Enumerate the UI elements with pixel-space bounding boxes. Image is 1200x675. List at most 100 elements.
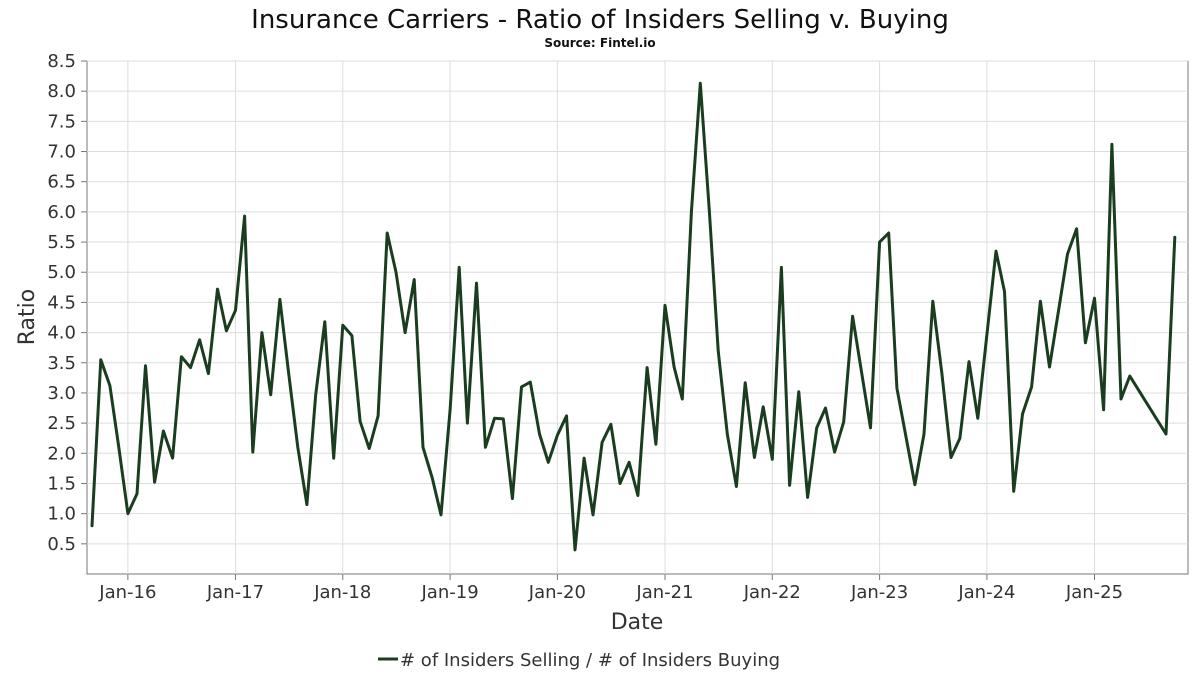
legend-label: # of Insiders Selling / # of Insiders Bu… <box>400 650 780 671</box>
y-axis-label: Ratio <box>15 289 40 345</box>
data-point <box>850 314 855 319</box>
data-point <box>465 421 470 426</box>
data-point <box>555 433 560 438</box>
data-point <box>313 392 318 397</box>
data-point <box>725 432 730 437</box>
y-tick-label: 8.5 <box>47 51 76 72</box>
y-tick-label: 1.5 <box>47 473 76 494</box>
y-tick-label: 6.5 <box>47 172 76 193</box>
data-point <box>242 214 247 219</box>
data-point <box>125 511 130 516</box>
data-point <box>1074 226 1079 231</box>
data-point <box>645 365 650 370</box>
y-axis: 0.5 1.0 1.5 2.0 2.5 3.0 3.5 4.0 4.5 5.0 5.5 6.0 6.5 7… <box>47 51 87 555</box>
data-point <box>635 493 640 498</box>
data-point <box>994 249 999 254</box>
data-point <box>707 209 712 214</box>
y-tick-label: 1.0 <box>47 504 76 525</box>
data-point <box>618 481 623 486</box>
data-point <box>206 371 211 376</box>
data-point <box>492 416 497 421</box>
y-tick-label: 5.5 <box>47 232 76 253</box>
data-point <box>608 422 613 427</box>
y-tick-label: 2.5 <box>47 413 76 434</box>
data-point <box>286 371 291 376</box>
data-point <box>367 446 372 451</box>
data-point <box>421 445 426 450</box>
data-point <box>385 231 390 236</box>
y-gridlines <box>87 60 1188 545</box>
data-point <box>1002 289 1007 294</box>
x-tick-label: Jan-21 <box>635 582 693 603</box>
data-point <box>975 416 980 421</box>
data-point <box>1011 489 1016 494</box>
x-tick-label: Jan-24 <box>957 582 1015 603</box>
data-point <box>259 330 264 335</box>
data-point <box>698 81 703 86</box>
data-point <box>161 429 166 434</box>
data-point <box>483 445 488 450</box>
y-tick-label: 3.0 <box>47 383 76 404</box>
data-point <box>949 455 954 460</box>
data-point <box>188 365 193 370</box>
data-point <box>501 416 506 421</box>
data-point <box>197 337 202 342</box>
x-tick-label: Jan-19 <box>421 582 479 603</box>
data-point <box>922 432 927 437</box>
data-point <box>349 333 354 338</box>
x-tick-label: Jan-18 <box>313 582 371 603</box>
data-point <box>135 491 140 496</box>
data-point <box>591 512 596 517</box>
x-axis: Jan-16 Jan-17 Jan-18 Jan-19 Jan-20 Jan-21 Jan-… <box>98 574 1123 603</box>
y-tick-label: 2.0 <box>47 443 76 464</box>
data-point <box>152 480 157 485</box>
data-point <box>331 456 336 461</box>
data-point <box>1127 374 1132 379</box>
data-point <box>179 354 184 359</box>
x-gridlines <box>127 61 1096 574</box>
data-point <box>564 413 569 418</box>
chart-title: Insurance Carriers - Ratio of Insiders S… <box>251 5 949 35</box>
data-point <box>582 456 587 461</box>
y-tick-label: 7.0 <box>47 142 76 163</box>
data-point <box>224 328 229 333</box>
data-point <box>519 384 524 389</box>
data-point <box>573 547 578 552</box>
x-tick-label: Jan-16 <box>98 582 156 603</box>
data-point <box>672 365 677 370</box>
data-point <box>250 450 255 455</box>
data-point <box>1083 340 1088 345</box>
data-point <box>939 371 944 376</box>
data-point <box>98 357 103 362</box>
data-point <box>1119 397 1124 402</box>
data-point <box>1092 296 1097 301</box>
data-point <box>877 240 882 245</box>
data-point <box>430 475 435 480</box>
data-point <box>627 460 632 465</box>
data-point <box>376 413 381 418</box>
data-point <box>912 482 917 487</box>
data-point <box>823 406 828 411</box>
data-point <box>734 484 739 489</box>
data-point <box>832 450 837 455</box>
data-point <box>107 383 112 388</box>
data-point <box>1172 235 1177 240</box>
data-point <box>752 455 757 460</box>
data-point <box>653 442 658 447</box>
data-point <box>805 495 810 500</box>
x-tick-label: Jan-20 <box>528 582 586 603</box>
x-tick-label: Jan-17 <box>206 582 264 603</box>
data-point <box>412 277 417 282</box>
data-point <box>1056 308 1061 313</box>
data-point <box>277 297 282 302</box>
data-point <box>295 445 300 450</box>
data-point <box>457 265 462 270</box>
y-tick-label: 7.5 <box>47 111 76 132</box>
data-point <box>510 496 515 501</box>
data-point <box>796 389 801 394</box>
data-point <box>537 432 542 437</box>
data-point <box>663 303 668 308</box>
data-point <box>841 419 846 424</box>
data-point <box>716 348 721 353</box>
